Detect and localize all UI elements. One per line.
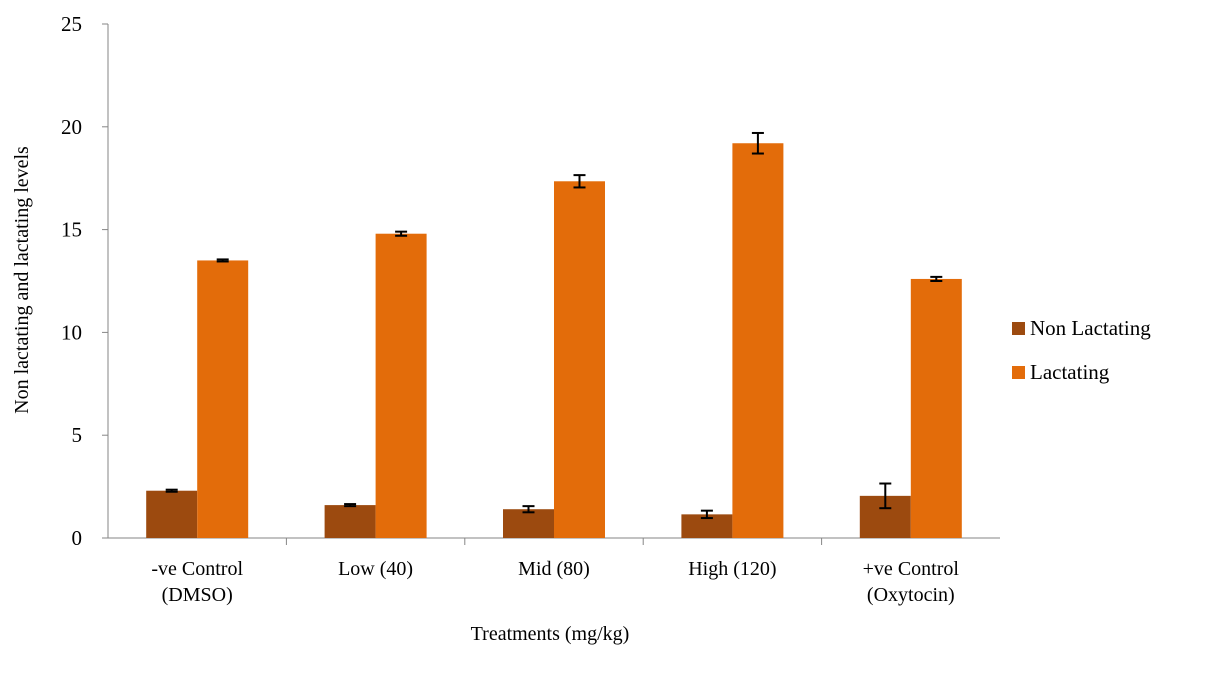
error-bar <box>522 505 535 514</box>
bar-non-lactating <box>146 490 198 538</box>
x-tick-label-line: High (120) <box>688 558 776 580</box>
legend-label: Lactating <box>1030 360 1110 384</box>
bar-non-lactating <box>324 505 376 538</box>
error-bar <box>700 509 713 520</box>
bar-lactating <box>732 143 784 539</box>
x-tick-label: Mid (80) <box>518 558 590 580</box>
legend-label: Non Lactating <box>1030 316 1151 340</box>
y-tick-label: 5 <box>72 423 83 447</box>
x-tick-label: High (120) <box>688 558 776 580</box>
error-bar <box>879 482 892 510</box>
x-tick-label-line: (DMSO) <box>162 584 233 606</box>
x-tick-label: +ve Control (Oxytocin) <box>863 558 960 606</box>
y-axis-label: Non lactating and lactating levels <box>11 146 33 414</box>
bar-non-lactating <box>503 509 554 538</box>
bar-non-lactating <box>681 514 733 538</box>
error-bar <box>395 230 408 237</box>
bar-lactating <box>375 233 427 538</box>
error-bar <box>930 275 943 282</box>
error-bars <box>165 131 943 520</box>
x-tick-label: -ve Control (DMSO) <box>151 558 243 606</box>
x-tick-label-line: (Oxytocin) <box>867 584 955 606</box>
y-tick-label: 20 <box>61 115 82 139</box>
y-tick-label: 10 <box>61 320 82 344</box>
y-tick-label: 0 <box>72 526 83 550</box>
error-bar <box>216 258 229 263</box>
x-tick-label-line: -ve Control <box>151 558 243 580</box>
bars <box>146 143 962 539</box>
legend-swatch <box>1012 322 1025 335</box>
x-tick-label-line: Mid (80) <box>518 558 590 580</box>
x-axis: -ve Control (DMSO) Low (40) Mid (80) High (1… <box>108 537 1000 606</box>
error-bar <box>751 131 764 155</box>
x-axis-label: Treatments (mg/kg) <box>471 623 630 645</box>
legend-swatch <box>1012 366 1025 379</box>
legend: Non Lactating Lactating <box>1012 316 1151 384</box>
bar-lactating <box>554 181 605 538</box>
y-tick-label: 15 <box>61 218 82 242</box>
bar-lactating <box>197 260 249 538</box>
x-tick-label-line: Low (40) <box>338 558 413 580</box>
y-tick-label: 25 <box>61 12 82 36</box>
error-bar <box>344 503 357 508</box>
x-tick-label-line: +ve Control <box>863 558 960 580</box>
error-bar <box>573 174 586 189</box>
error-bar <box>165 488 178 493</box>
bar-lactating <box>910 278 962 538</box>
y-axis: 0 5 10 15 20 25 <box>61 12 109 550</box>
x-tick-label: Low (40) <box>338 558 413 580</box>
